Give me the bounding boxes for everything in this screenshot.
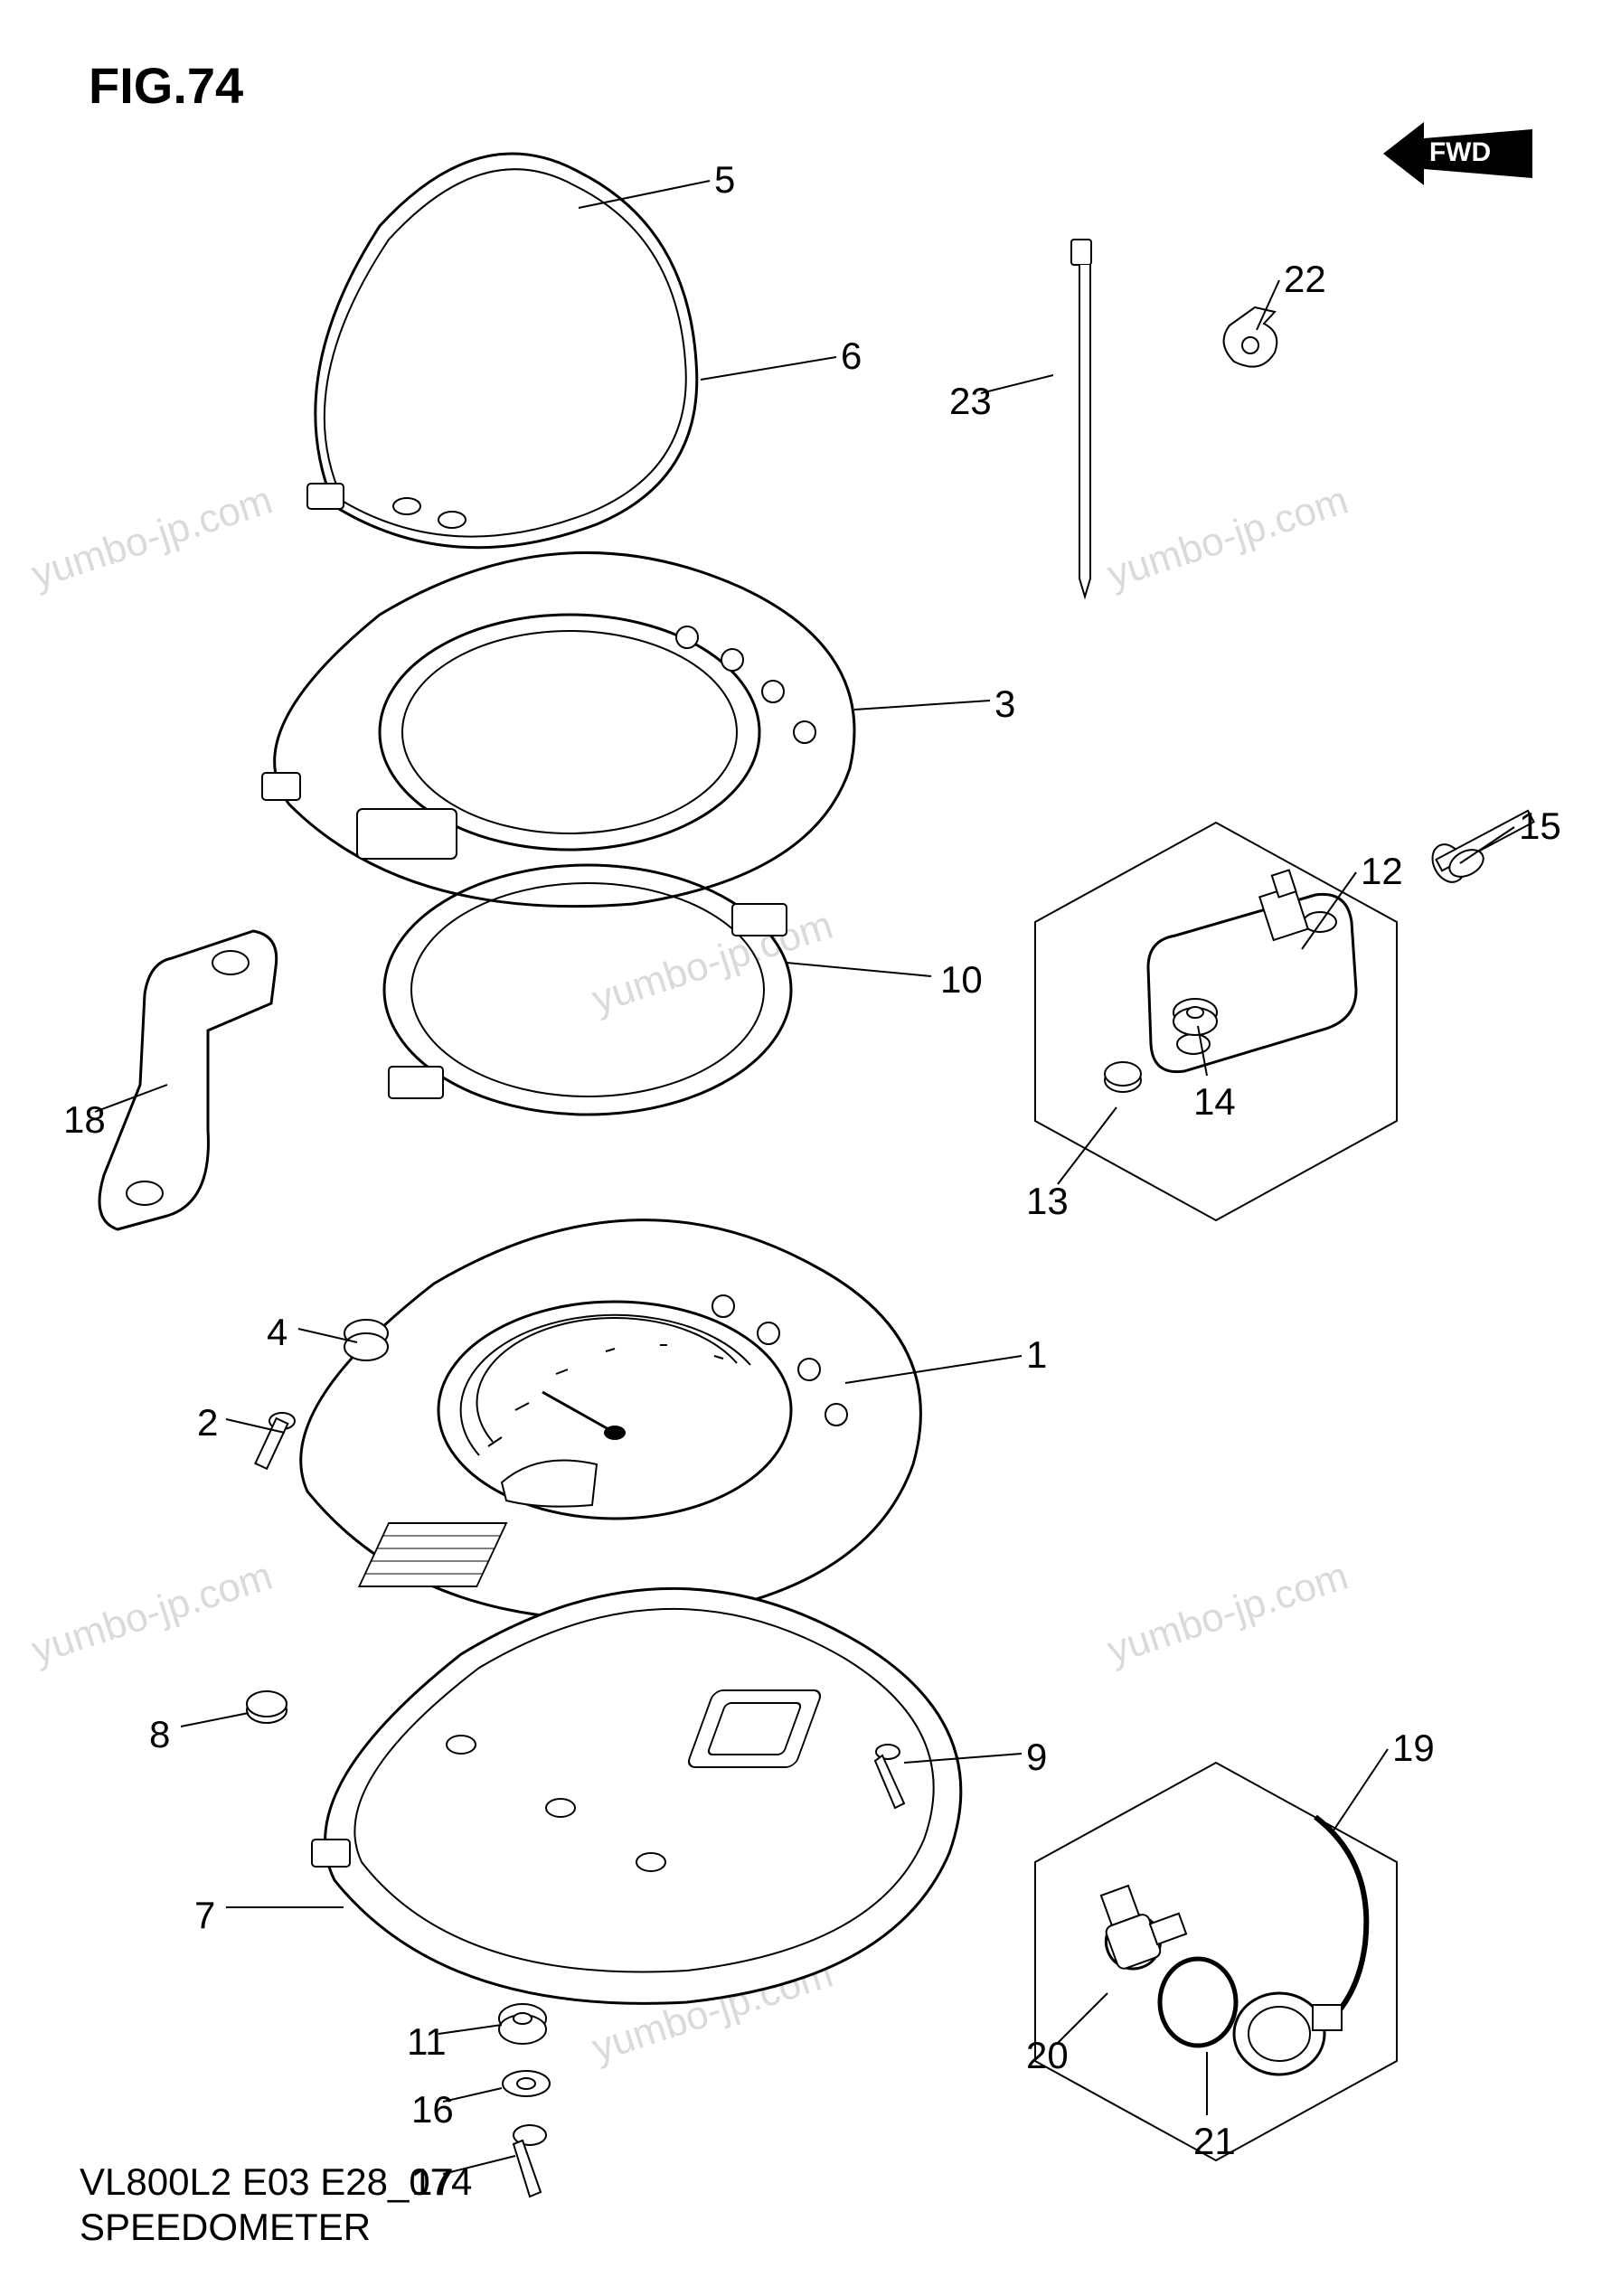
part-bracket-assy-12 xyxy=(1035,823,1397,1220)
callout-11: 11 xyxy=(407,2020,447,2064)
exploded-view-illustration xyxy=(0,0,1621,2296)
callout-10: 10 xyxy=(940,958,983,1002)
callout-18: 18 xyxy=(63,1098,106,1142)
part-screw-2 xyxy=(255,1413,295,1469)
callout-15: 15 xyxy=(1519,805,1561,848)
part-bracket-18 xyxy=(99,931,277,1229)
part-speedometer-1 xyxy=(301,1220,921,1621)
part-screw-17 xyxy=(514,2125,546,2197)
callout-9: 9 xyxy=(1026,1736,1047,1779)
callout-13: 13 xyxy=(1026,1180,1069,1223)
callout-19: 19 xyxy=(1392,1727,1435,1770)
callout-1: 1 xyxy=(1026,1333,1047,1377)
part-cover-5-6 xyxy=(307,154,697,548)
part-washer-16 xyxy=(503,2071,550,2096)
part-cap-8 xyxy=(247,1691,287,1723)
callout-12: 12 xyxy=(1361,850,1403,893)
callout-4: 4 xyxy=(267,1311,287,1354)
callout-6: 6 xyxy=(841,334,862,378)
part-upper-case-3 xyxy=(262,552,854,906)
callout-3: 3 xyxy=(994,682,1015,726)
part-lower-case-7 xyxy=(312,1588,961,2003)
diagram-container: FIG.74 FWD yumbo-jp.com yumbo-jp.com yum… xyxy=(0,0,1621,2296)
footer-code: VL800L2 E03 E28_074 xyxy=(80,2160,472,2204)
callout-21: 21 xyxy=(1193,2120,1236,2163)
callout-23: 23 xyxy=(949,380,992,423)
footer-name: SPEEDOMETER xyxy=(80,2206,371,2249)
callout-8: 8 xyxy=(149,1713,170,1756)
callout-7: 7 xyxy=(194,1894,215,1937)
callout-22: 22 xyxy=(1284,258,1326,301)
callout-16: 16 xyxy=(411,2088,454,2131)
part-cushion-11 xyxy=(499,2004,546,2044)
callout-14: 14 xyxy=(1193,1080,1236,1124)
callout-5: 5 xyxy=(714,158,735,202)
part-ignition-switch-assy-19 xyxy=(1035,1763,1397,2160)
part-cable-tie-23 xyxy=(1071,240,1091,597)
callout-20: 20 xyxy=(1026,2034,1069,2077)
part-clamp-22 xyxy=(1224,307,1277,367)
callout-2: 2 xyxy=(197,1401,218,1444)
